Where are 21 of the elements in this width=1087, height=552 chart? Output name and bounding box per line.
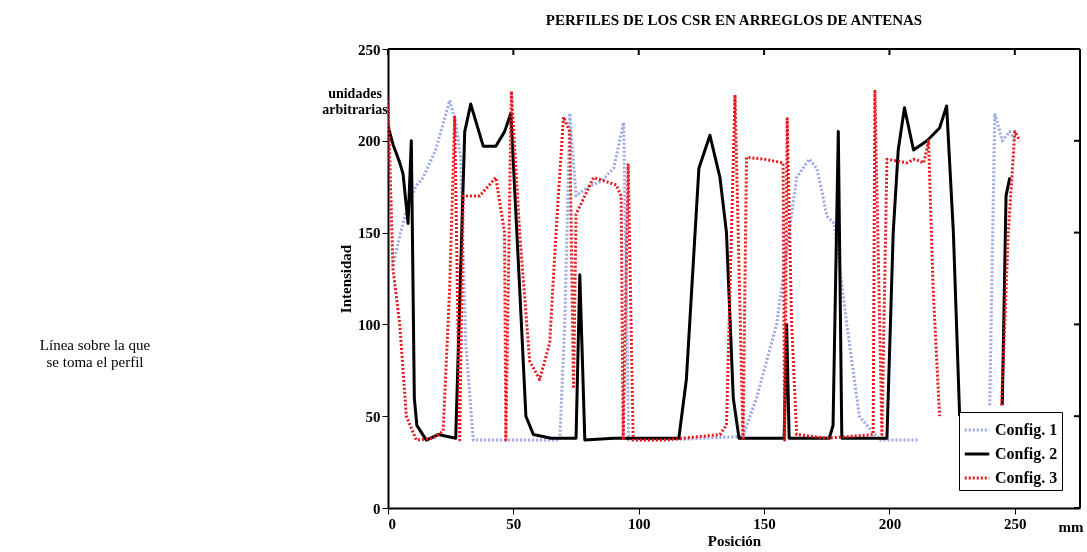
y-tick-label: 50 <box>365 408 381 425</box>
x-tick-label: 0 <box>388 515 396 532</box>
x-tick-label: 100 <box>627 515 651 532</box>
legend-label: Config. 2 <box>995 445 1058 463</box>
x-tick-label: 150 <box>753 515 776 532</box>
y-tick-label: 200 <box>358 133 381 150</box>
x-axis-title: Posición <box>707 532 762 549</box>
legend-label: Config. 3 <box>995 469 1058 487</box>
text: Línea sobre la que se toma el perfil <box>39 337 151 370</box>
x-tick-label: 200 <box>878 515 902 532</box>
y-tick-label: 100 <box>358 316 381 333</box>
y-tick-label: 0 <box>373 500 381 517</box>
y-axis-title: Intensidad <box>338 244 354 314</box>
y-tick-label: 250 <box>358 41 381 58</box>
text: unidades arbitrarias <box>322 86 389 117</box>
chart-title: PERFILES DE LOS CSR EN ARREGLOS DE ANTENAS <box>545 12 923 28</box>
x-tick-label: 50 <box>506 515 522 532</box>
legend-label: Config. 1 <box>995 421 1058 439</box>
y-tick-label: 150 <box>358 225 381 242</box>
x-tick-label: 250 <box>1004 515 1027 532</box>
text: mm <box>1058 519 1084 535</box>
